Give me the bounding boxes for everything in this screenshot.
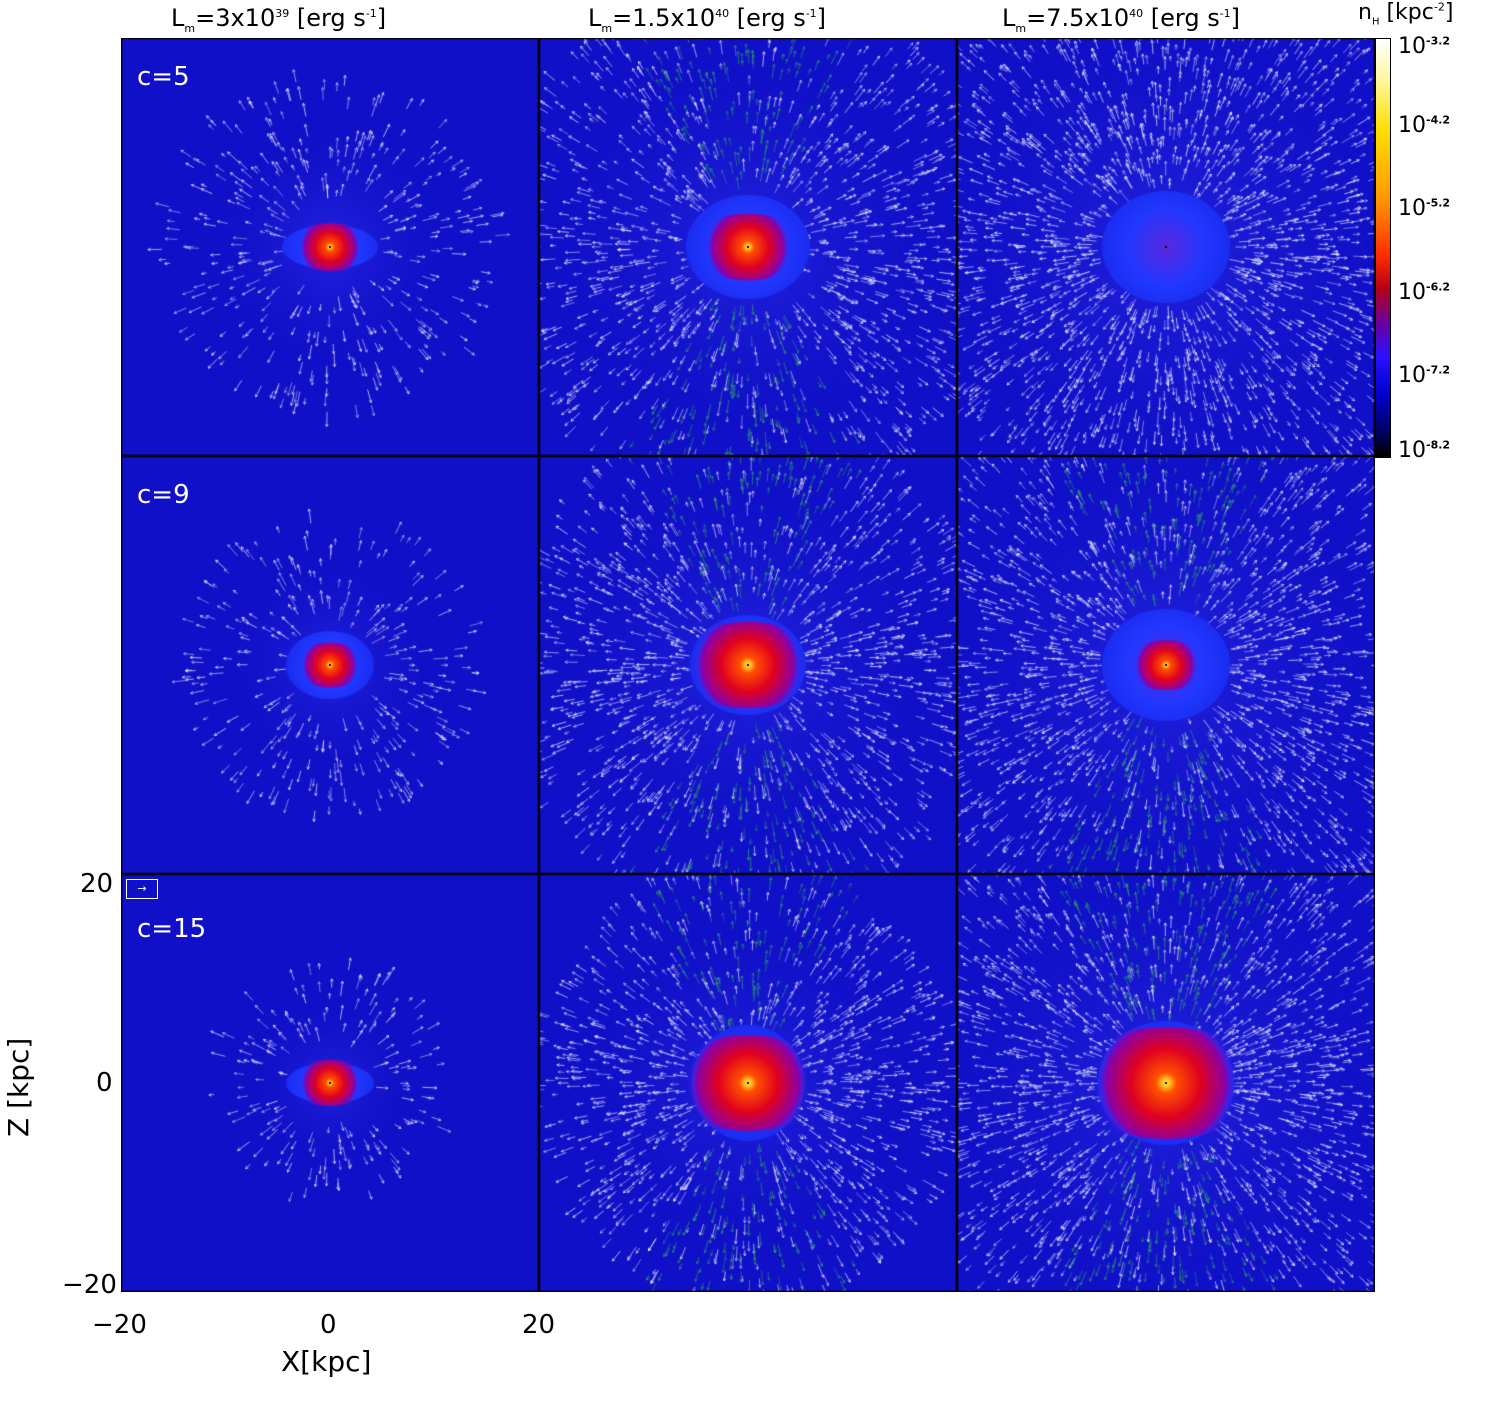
column-title-3: Lm=7.5x1040 [erg s-1] <box>1002 4 1241 35</box>
colorbar-tick: 10-8.2 <box>1398 438 1451 463</box>
panel-r3-c2 <box>539 874 957 1292</box>
colorbar-title: nH [kpc-2] <box>1358 0 1454 28</box>
y-tick: −20 <box>62 1270 117 1300</box>
panel-r2-c2 <box>539 456 957 874</box>
colorbar-tick: 10-3.2 <box>1398 34 1451 59</box>
row-label: c=5 <box>137 62 190 92</box>
scale-arrow-box: → <box>126 879 158 899</box>
column-title-2: Lm=1.5x1040 [erg s-1] <box>588 4 827 35</box>
colorbar-tick: 10-4.2 <box>1398 113 1451 138</box>
row-label: c=15 <box>137 914 207 944</box>
panel-r1-c2 <box>539 38 957 456</box>
x-tick: 20 <box>522 1310 556 1340</box>
panel-r3-c1: c=15 <box>121 874 539 1292</box>
colorbar-tick: 10-5.2 <box>1398 196 1451 221</box>
panel-r1-c3 <box>957 38 1375 456</box>
panel-r1-c1: c=5 <box>121 38 539 456</box>
y-tick: 0 <box>96 1068 113 1098</box>
column-title-1: Lm=3x1039 [erg s-1] <box>171 4 387 35</box>
x-tick: −20 <box>92 1310 147 1340</box>
row-label: c=9 <box>137 480 190 510</box>
panel-r3-c3 <box>957 874 1375 1292</box>
colorbar-tick: 10-6.2 <box>1398 280 1451 305</box>
x-tick: 0 <box>320 1310 337 1340</box>
y-tick: 20 <box>80 869 114 899</box>
panel-r2-c3 <box>957 456 1375 874</box>
colorbar <box>1375 38 1391 458</box>
panel-r2-c1: c=9 <box>121 456 539 874</box>
colorbar-tick: 10-7.2 <box>1398 363 1451 388</box>
x-axis-label: X[kpc] <box>281 1345 372 1378</box>
y-axis-label: Z [kpc] <box>2 1037 35 1137</box>
